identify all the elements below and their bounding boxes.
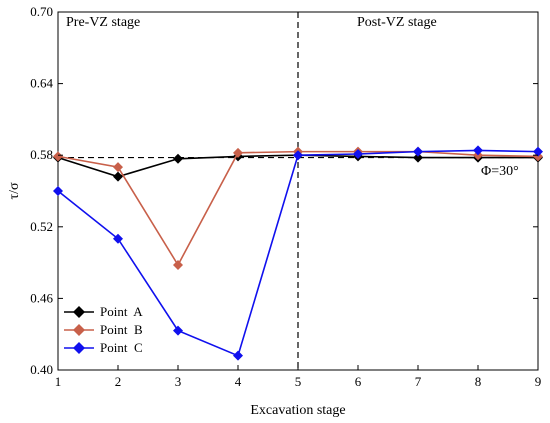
x-tick-label: 9 bbox=[535, 374, 542, 389]
x-tick-label: 7 bbox=[415, 374, 422, 389]
y-tick-label: 0.46 bbox=[30, 290, 53, 305]
data-point bbox=[473, 145, 483, 156]
data-point bbox=[53, 186, 63, 196]
legend-label-c: Point C bbox=[100, 340, 143, 355]
x-tick-label: 1 bbox=[55, 374, 62, 389]
data-point bbox=[353, 149, 363, 160]
legend: Point A Point B Point C bbox=[64, 304, 143, 355]
data-point bbox=[113, 233, 123, 244]
x-tick-label: 3 bbox=[175, 374, 182, 389]
data-point bbox=[53, 151, 63, 162]
legend-label-a: Point A bbox=[100, 304, 143, 319]
y-tick-label: 0.40 bbox=[30, 362, 53, 377]
y-tick-label: 0.52 bbox=[30, 219, 53, 234]
y-axis-title: τ/σ bbox=[7, 182, 22, 200]
series-3 bbox=[53, 145, 543, 361]
reference-line-label: Φ=30° bbox=[481, 164, 519, 179]
data-point bbox=[173, 325, 183, 336]
x-tick-label: 8 bbox=[475, 374, 482, 389]
data-point bbox=[293, 150, 303, 161]
y-tick-label: 0.64 bbox=[30, 76, 53, 91]
data-point bbox=[233, 147, 243, 158]
y-tick-label: 0.58 bbox=[30, 147, 53, 162]
y-tick-label: 0.70 bbox=[30, 4, 53, 19]
data-point bbox=[233, 350, 243, 361]
data-point bbox=[533, 146, 543, 157]
legend-label-b: Point B bbox=[100, 322, 143, 337]
stage-label-left: Pre-VZ stage bbox=[66, 15, 140, 30]
x-tick-label: 4 bbox=[235, 374, 242, 389]
x-tick-label: 6 bbox=[355, 374, 362, 389]
data-point bbox=[173, 153, 183, 164]
x-tick-label: 5 bbox=[295, 374, 302, 389]
legend-item-a: Point A bbox=[64, 304, 143, 319]
data-point bbox=[413, 146, 423, 157]
x-axis-title: Excavation stage bbox=[250, 403, 345, 418]
data-point bbox=[113, 162, 123, 173]
data-point bbox=[173, 259, 183, 270]
data-point bbox=[413, 152, 423, 163]
x-tick-label: 2 bbox=[115, 374, 122, 389]
legend-item-c: Point C bbox=[64, 340, 143, 355]
stage-label-right: Post-VZ stage bbox=[357, 15, 437, 30]
legend-item-b: Point B bbox=[64, 322, 143, 337]
data-point bbox=[113, 171, 123, 182]
